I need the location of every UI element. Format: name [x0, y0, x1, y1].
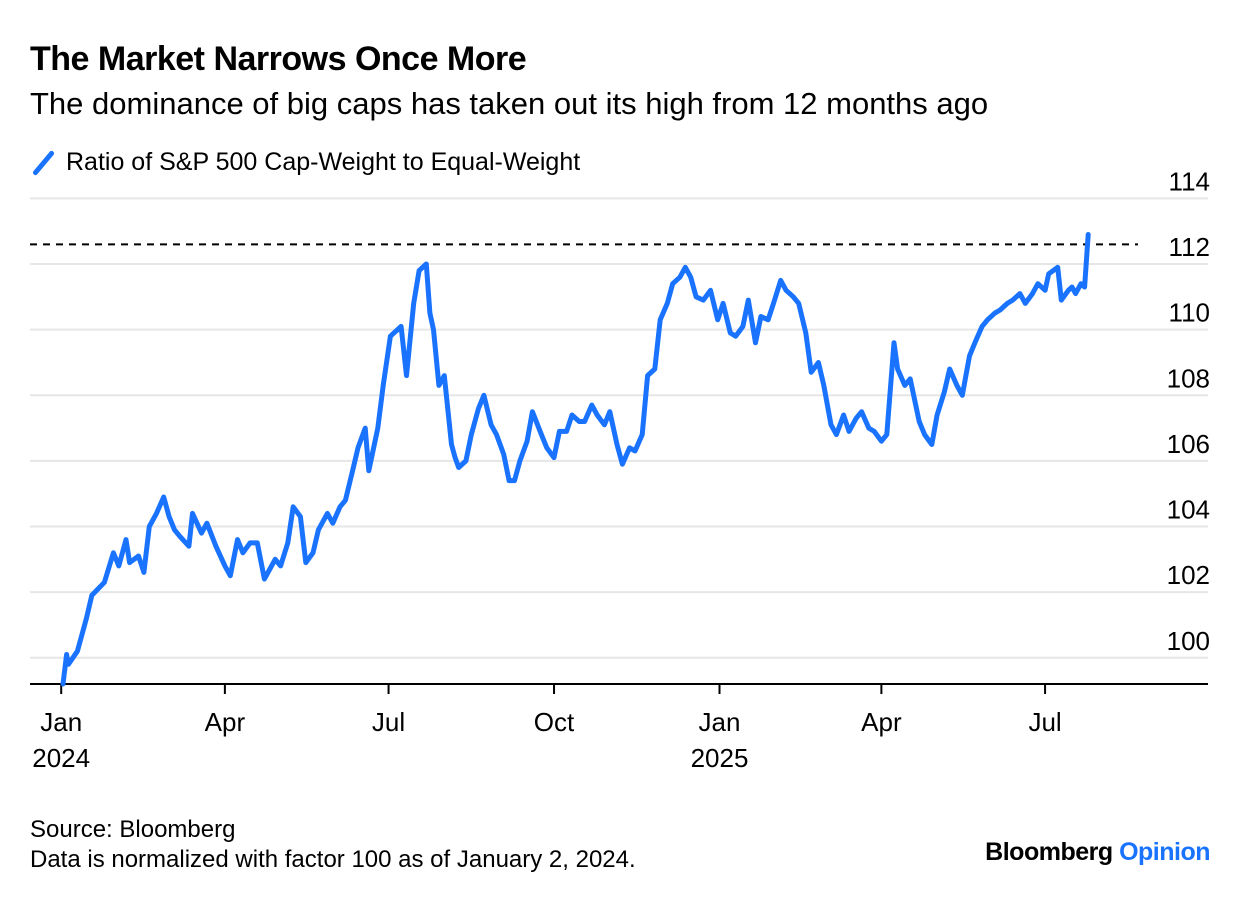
- y-tick-label: 110: [1169, 298, 1210, 328]
- chart-title: The Market Narrows Once More: [30, 40, 527, 78]
- chart-subtitle: The dominance of big caps has taken out …: [30, 86, 989, 121]
- legend: Ratio of S&P 500 Cap-Weight to Equal-Wei…: [30, 148, 580, 177]
- x-tick-label: Jul: [1028, 707, 1061, 737]
- x-tick-label: Jul: [372, 707, 405, 737]
- source-note: Source: Bloomberg: [30, 816, 236, 843]
- series-line: [60, 232, 1091, 687]
- y-tick-label: 104: [1167, 495, 1210, 525]
- x-tick-label: Apr: [205, 707, 246, 737]
- legend-label: Ratio of S&P 500 Cap-Weight to Equal-Wei…: [66, 148, 581, 176]
- y-tick-label: 108: [1167, 363, 1210, 393]
- footer: Source: Bloomberg Data is normalized wit…: [30, 815, 636, 875]
- x-tick-label: Apr: [861, 707, 902, 737]
- brand-name: Bloomberg: [985, 838, 1113, 866]
- brand-logo: Bloomberg Opinion: [985, 838, 1210, 867]
- x-tick-label: Jan: [40, 707, 82, 737]
- y-tick-label: 102: [1167, 560, 1210, 590]
- y-axis-labels: 100 102 104 106 108 110 112 114: [1167, 166, 1210, 655]
- normalization-note: Data is normalized with factor 100 as of…: [30, 846, 636, 873]
- y-tick-label: 112: [1169, 232, 1210, 262]
- series-layer: [60, 232, 1091, 687]
- x-tick-label: Oct: [534, 707, 575, 737]
- x-tick-year-label: 2024: [32, 743, 90, 773]
- brand-suffix: Opinion: [1119, 838, 1210, 866]
- y-tick-label: 114: [1169, 166, 1210, 196]
- x-axis-labels: Jan 2024 Apr Jul Oct Jan 2025 Apr Jul: [32, 707, 1061, 773]
- gridlines: [30, 197, 1208, 659]
- y-tick-label: 100: [1167, 626, 1210, 656]
- y-tick-label: 106: [1167, 429, 1210, 459]
- x-axis: [30, 683, 1208, 694]
- x-tick-label: Jan: [699, 707, 741, 737]
- x-tick-year-label: 2025: [691, 743, 749, 773]
